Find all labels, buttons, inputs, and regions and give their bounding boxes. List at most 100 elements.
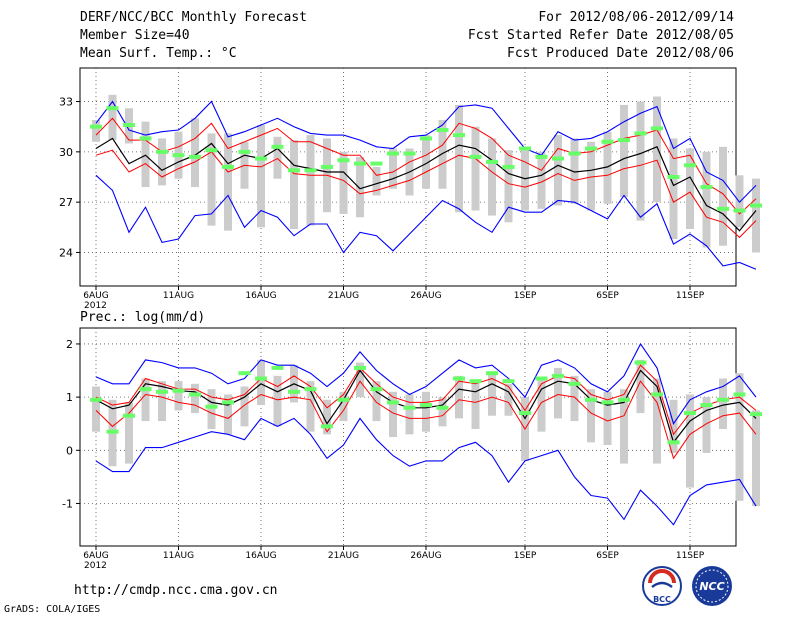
chart1-spread-box	[141, 121, 150, 188]
chart2-year-label: 2012	[84, 561, 107, 571]
chart1-spread-box	[191, 118, 199, 188]
precip-panel-label: Prec.: log(mm/d)	[80, 310, 206, 325]
chart2-observed-marker	[420, 403, 432, 408]
chart1-observed-marker	[255, 156, 267, 161]
chart2-spread-box	[653, 378, 661, 464]
chart2-observed-marker	[387, 400, 399, 405]
chart1-spread-box	[537, 151, 546, 209]
chart2-x-tick-label: 6AUG	[83, 551, 108, 561]
chart1-spread-box	[257, 125, 265, 228]
chart1-observed-marker	[667, 175, 680, 179]
chart2-observed-marker	[618, 397, 630, 402]
chart1-observed-marker	[420, 136, 432, 141]
chart2-spread-box	[306, 381, 315, 432]
chart1-spread-box	[653, 96, 661, 203]
chart2-observed-marker	[255, 376, 267, 381]
forecast-produced-date: Fcst Produced Date 2012/08/06	[507, 46, 734, 61]
chart2-observed-marker	[139, 387, 152, 392]
chart1-spread-box	[521, 148, 529, 211]
chart1-y-tick-label: 24	[59, 246, 73, 259]
chart2-observed-marker	[568, 381, 581, 386]
chart1-spread-box	[719, 146, 727, 246]
chart2-observed-marker	[519, 411, 531, 416]
chart1-observed-marker	[370, 161, 383, 166]
chart2-observed-marker	[354, 365, 366, 370]
chart2-observed-marker	[535, 376, 548, 381]
chart1-observed-marker	[717, 206, 729, 211]
chart2-observed-marker	[750, 412, 762, 417]
ncc-logo-text: NCC	[699, 580, 724, 593]
chart1-spread-box	[471, 126, 480, 211]
chart2-series-lower	[95, 380, 757, 460]
chart1-series-lower	[95, 149, 757, 239]
chart1-x-tick-label: 6SEP	[596, 291, 619, 301]
chart1-spread-box	[438, 119, 447, 189]
chart2-x-tick-label: 11AUG	[163, 551, 194, 561]
chart2-observed-marker	[321, 424, 333, 429]
chart2-observed-marker	[304, 387, 317, 392]
chart1-series-max	[95, 100, 757, 204]
chart2-spread-box	[686, 394, 694, 488]
chart1-observed-marker	[453, 133, 465, 138]
chart1-spread-box	[702, 151, 711, 248]
chart1-observed-marker	[106, 106, 119, 111]
chart2-observed-marker	[123, 413, 135, 418]
chart2-observed-marker	[222, 400, 234, 405]
chart2-spread-box	[158, 381, 166, 422]
chart1-year-label: 2012	[84, 301, 107, 311]
chart1-observed-marker	[354, 161, 366, 166]
chart1-spread-box	[92, 119, 100, 142]
chart2-series-mean	[95, 369, 757, 444]
chart2-spread-box	[636, 359, 645, 414]
chart1-observed-marker	[205, 148, 218, 153]
source-url[interactable]: http://cmdp.ncc.cma.gov.cn	[74, 583, 278, 598]
chart2-spread-box	[587, 389, 595, 443]
bcc-logo: BCC	[642, 566, 682, 606]
chart2-spread-box	[224, 394, 232, 435]
chart2-observed-marker	[337, 397, 350, 402]
chart2-spread-box	[389, 391, 397, 437]
chart1-spread-box	[290, 140, 298, 229]
chart2-x-tick-label: 1SEP	[514, 551, 537, 561]
chart2-observed-marker	[733, 392, 746, 397]
chart2-observed-marker	[205, 404, 218, 409]
chart2-observed-marker	[469, 379, 482, 384]
chart1-spread-box	[686, 148, 694, 229]
chart2-spread-box	[141, 378, 150, 422]
bcc-logo-text: BCC	[653, 595, 671, 604]
chart2-spread-box	[504, 383, 513, 416]
chart2-observed-marker	[700, 403, 713, 408]
chart1-spread-box	[158, 138, 166, 186]
chart2-observed-marker	[106, 429, 119, 434]
chart2-spread-box	[603, 391, 612, 445]
chart1-series-mean	[95, 137, 757, 232]
chart2-spread-box	[455, 375, 463, 419]
chart2-spread-box	[438, 397, 447, 427]
chart1-spread-box	[356, 156, 364, 218]
chart1-spread-box	[554, 135, 562, 206]
chart2-spread-box	[92, 386, 100, 432]
chart2-x-tick-label: 6SEP	[596, 551, 619, 561]
chart2-spread-box	[405, 394, 414, 435]
ncc-logo: NCC	[692, 566, 732, 606]
chart1-x-tick-label: 16AUG	[245, 291, 276, 301]
chart2-observed-marker	[90, 397, 102, 402]
chart2-series-min	[95, 417, 757, 526]
chart2-spread-box	[339, 391, 348, 422]
chart2-series-max	[95, 342, 757, 425]
chart1-x-tick-label: 26AUG	[410, 291, 441, 301]
chart1-x-tick-label: 21AUG	[328, 291, 359, 301]
chart1-observed-marker	[387, 151, 399, 156]
chart2-observed-marker	[502, 379, 515, 384]
chart2-spread-box	[570, 375, 579, 422]
chart2-y-tick-label: 1	[66, 391, 73, 404]
chart2-observed-marker	[436, 405, 449, 410]
chart2-spread-box	[752, 410, 760, 507]
chart2-observed-marker	[453, 376, 465, 381]
chart2-observed-marker	[403, 405, 416, 410]
chart2-x-tick-label: 11SEP	[676, 551, 705, 561]
chart2-x-tick-label: 21AUG	[328, 551, 359, 561]
chart1-spread-box	[108, 94, 117, 141]
chart2-spread-box	[174, 381, 183, 411]
